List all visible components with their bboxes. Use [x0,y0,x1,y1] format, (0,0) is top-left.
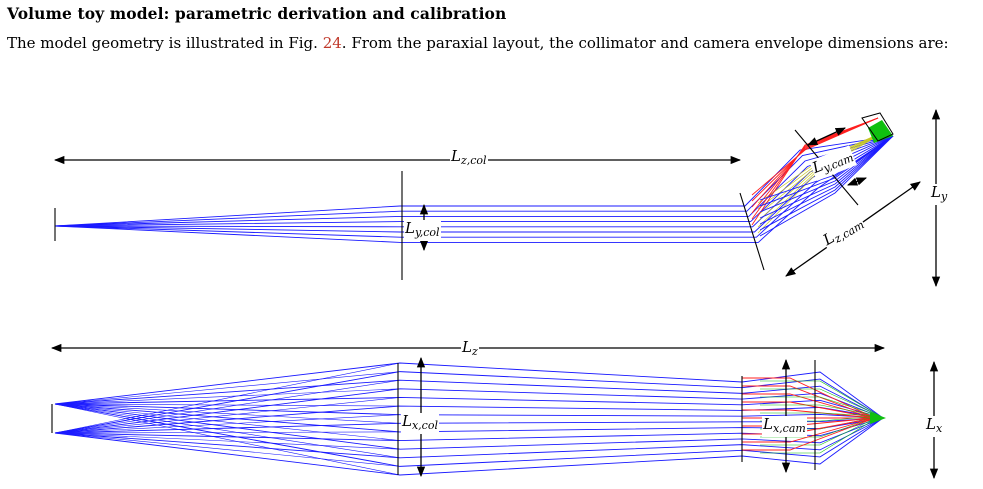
side-ray-cross [54,397,401,434]
side-ray-green [760,396,881,417]
side-ray-green [760,404,881,417]
dim-arrow-ly-cam-a [807,127,846,146]
top-ray-cam [759,135,894,201]
side-ray-green [760,415,881,438]
dim-label-lz: Lz [461,338,479,360]
top-grating [739,192,765,271]
side-ray-cross [54,403,401,407]
side-ray-cross [54,414,401,434]
dim-label-ly: Ly [930,183,949,205]
side-ray-green [760,380,881,417]
paragraph-text-before: The model geometry is illustrated in Fig… [7,34,318,52]
side-ray-cross [54,403,401,476]
side-ray-green [760,415,881,454]
side-ray-cross [54,362,401,434]
paragraph-text-after: . From the paraxial layout, the collimat… [341,34,949,52]
side-ray-cross [54,432,401,467]
top-detector-outline [861,112,894,142]
top-view-ray-bundle [54,112,894,243]
side-ray-green [760,412,881,417]
top-ray-red [751,117,879,226]
top-ray-cam [759,135,894,213]
top-ray [54,135,894,243]
top-ray [54,135,894,227]
side-ray-cross [54,379,401,434]
side-detector-green [870,412,886,424]
dim-label-lx: Lx [925,415,944,437]
dim-label-lz-col: Lz,col [450,147,488,169]
section-title: Volume toy model: parametric derivation … [7,4,507,23]
dim-label-ly-col: Ly,col [404,219,441,241]
side-ray-green [760,388,881,417]
side-ray-cross [54,403,401,424]
side-ray [54,403,884,467]
figure-reference-link[interactable]: 24 [322,34,342,52]
side-ray-cross [54,403,401,441]
side-ray-green [760,415,881,446]
side-ray-cross [54,388,401,405]
side-ray-cross [54,431,401,434]
dim-label-lx-cam: Lx,cam [762,415,807,437]
side-ray-cross [54,371,401,405]
dim-arrow-ly-cam-b [847,177,867,186]
side-ray-cross [54,403,401,459]
body-paragraph: The model geometry is illustrated in Fig… [7,32,975,54]
dim-label-lx-col: Lx,col [401,412,439,434]
side-ray-cross [54,432,401,450]
